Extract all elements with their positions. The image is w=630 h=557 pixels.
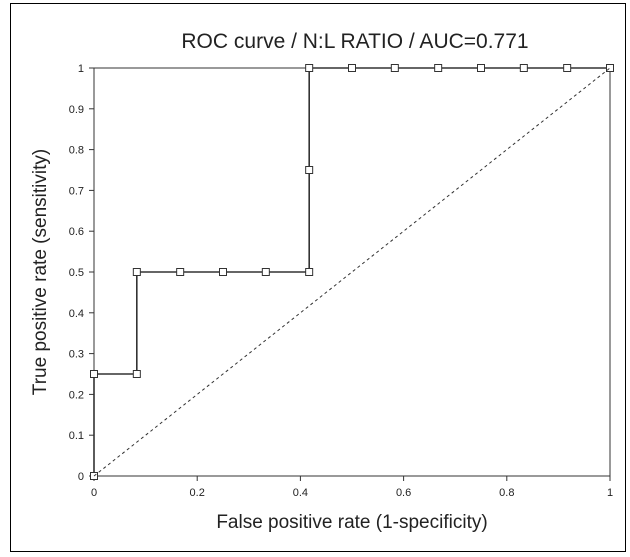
y-tick-label: 0.4 bbox=[69, 308, 84, 320]
y-tick-label: 0.7 bbox=[69, 185, 84, 197]
y-tick-label: 0.3 bbox=[69, 349, 84, 361]
roc-point-marker bbox=[90, 370, 98, 378]
y-axis-title: True positive rate (sensitivity) bbox=[30, 149, 51, 395]
roc-point-marker bbox=[132, 370, 141, 378]
reference-diagonal-line bbox=[93, 67, 611, 477]
x-tick-label: 0.4 bbox=[293, 487, 308, 499]
roc-point-marker bbox=[176, 268, 185, 276]
roc-point-marker bbox=[348, 64, 356, 72]
x-tick-label: 1 bbox=[607, 487, 613, 499]
series-layer bbox=[90, 64, 614, 480]
roc-point-marker bbox=[261, 268, 270, 276]
x-tick-label: 0.6 bbox=[396, 487, 411, 499]
y-tick-label: 0.6 bbox=[69, 226, 84, 238]
x-axis-ticks: 0 0.2 0.4 0.6 0.8 1 bbox=[91, 476, 613, 499]
roc-point-marker bbox=[390, 64, 399, 72]
chart-frame bbox=[10, 3, 626, 552]
roc-point-marker bbox=[477, 64, 485, 72]
roc-point-marker bbox=[219, 268, 227, 276]
x-tick-label: 0.2 bbox=[190, 487, 205, 499]
y-tick-label: 1 bbox=[78, 63, 84, 75]
x-axis-title: False positive rate (1-specificity) bbox=[216, 512, 487, 533]
y-tick-label: 0.8 bbox=[69, 145, 84, 157]
y-tick-label: 0 bbox=[78, 471, 84, 483]
chart-title: ROC curve / N:L RATIO / AUC=0.771 bbox=[181, 30, 528, 53]
y-tick-label: 0.1 bbox=[69, 430, 84, 442]
roc-point-marker bbox=[305, 64, 314, 72]
x-tick-label: 0.8 bbox=[499, 487, 514, 499]
roc-point-marker bbox=[305, 268, 314, 276]
roc-point-marker bbox=[305, 166, 314, 174]
y-tick-label: 0.9 bbox=[69, 104, 84, 116]
y-tick-label: 0.2 bbox=[69, 389, 84, 401]
y-axis-ticks: 0 0.1 0.2 0.3 0.4 0.5 0.6 0.7 0.8 0.9 1 bbox=[69, 63, 94, 483]
x-tick-label: 0 bbox=[91, 487, 97, 499]
y-tick-label: 0.5 bbox=[69, 267, 84, 279]
roc-point-marker bbox=[434, 64, 443, 72]
roc-point-marker bbox=[563, 64, 572, 72]
roc-point-marker bbox=[606, 64, 614, 72]
roc-point-marker bbox=[519, 64, 528, 72]
roc-point-marker bbox=[132, 268, 141, 276]
